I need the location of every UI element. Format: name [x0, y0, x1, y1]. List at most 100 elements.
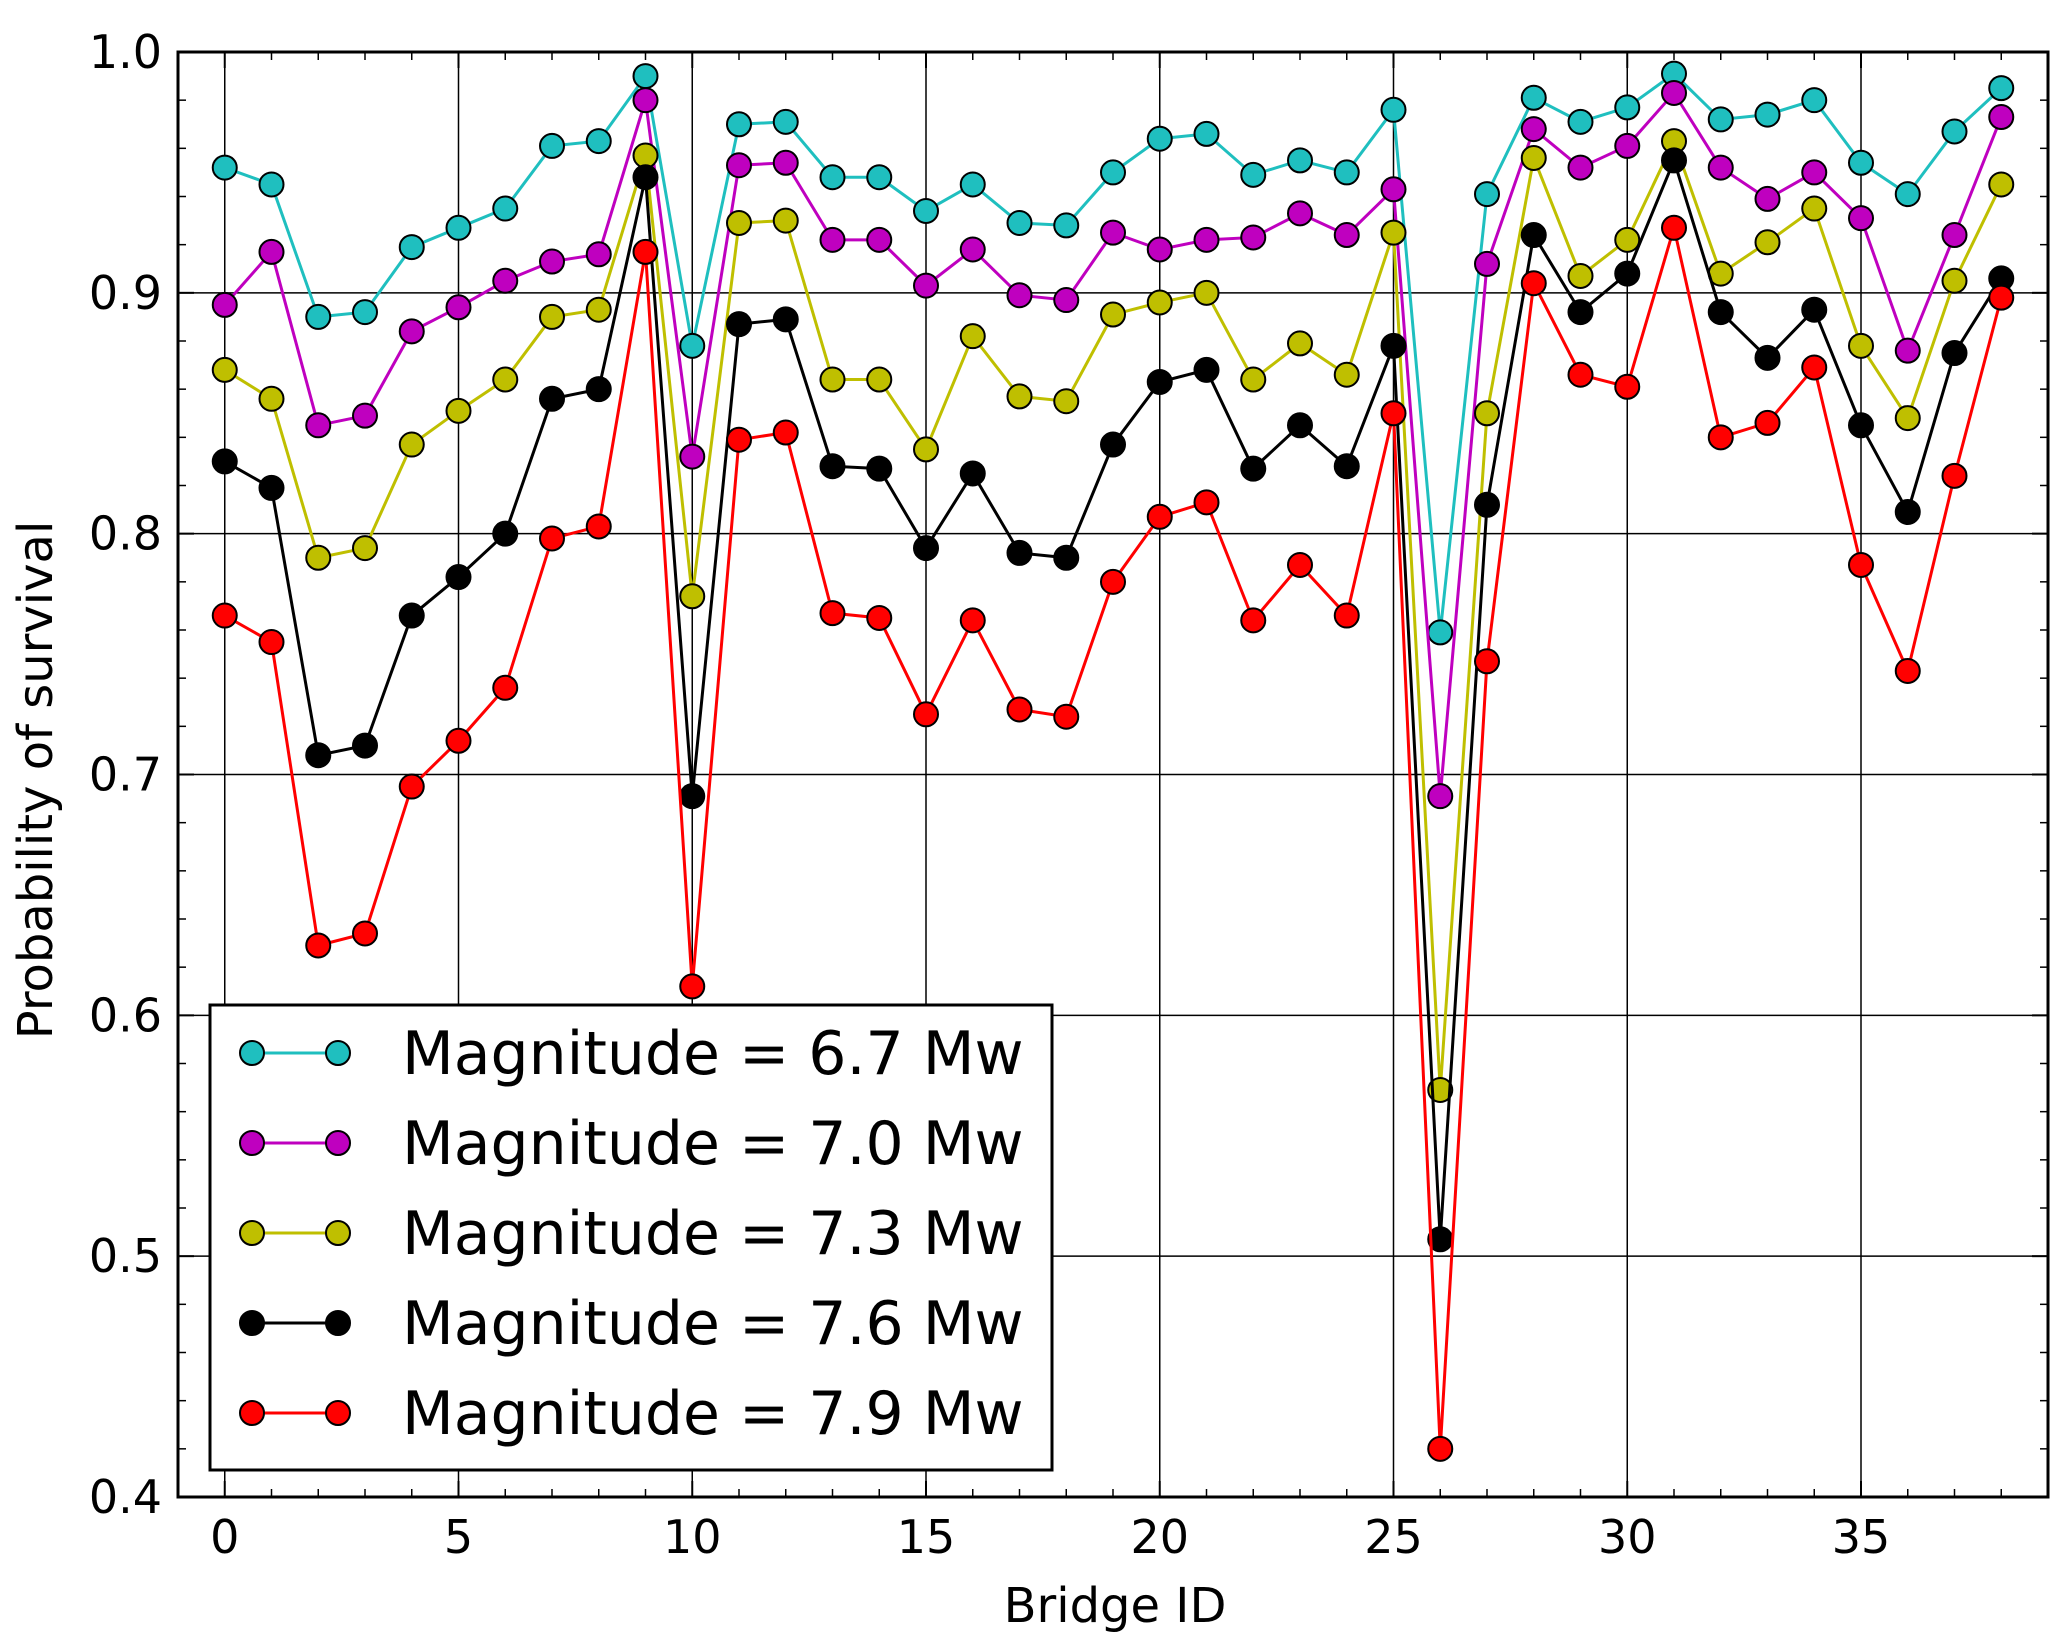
data-point	[492, 195, 519, 222]
data-point	[492, 674, 519, 701]
data-point	[1894, 181, 1921, 208]
data-point	[1193, 279, 1220, 306]
x-tick-label: 30	[1598, 1510, 1657, 1564]
data-point	[1146, 236, 1173, 263]
data-point	[1100, 301, 1126, 328]
data-point	[1520, 222, 1547, 249]
data-point	[305, 303, 332, 330]
data-point	[632, 87, 659, 114]
data-point	[585, 376, 612, 403]
data-point	[211, 356, 238, 383]
data-point	[866, 604, 893, 631]
data-point	[1848, 149, 1874, 176]
data-point	[1380, 219, 1407, 246]
data-point	[866, 366, 893, 393]
data-point	[1006, 383, 1033, 410]
data-point	[1941, 118, 1968, 145]
data-point	[1988, 171, 2015, 198]
legend-marker	[239, 1220, 265, 1246]
legend-marker	[325, 1130, 351, 1156]
data-point	[1801, 159, 1828, 186]
data-point	[1333, 222, 1360, 249]
data-point	[1801, 87, 1828, 114]
data-point	[1006, 696, 1033, 723]
data-point	[445, 294, 472, 321]
data-point	[539, 525, 565, 552]
data-point	[1754, 229, 1781, 256]
data-point	[1894, 405, 1921, 432]
data-point	[772, 419, 799, 446]
data-point	[1240, 607, 1267, 634]
data-point	[258, 385, 285, 412]
data-point	[1240, 224, 1267, 251]
x-axis-label: Bridge ID	[1004, 1578, 1227, 1634]
data-point	[1146, 368, 1173, 395]
data-point	[632, 164, 659, 191]
data-point	[445, 727, 472, 754]
data-point	[1100, 159, 1126, 186]
data-point	[679, 583, 706, 610]
data-point	[959, 460, 986, 487]
data-point	[1754, 185, 1781, 212]
data-point	[1567, 299, 1594, 326]
data-point	[1520, 84, 1547, 111]
data-point	[1380, 96, 1407, 123]
data-point	[1333, 159, 1360, 186]
data-point	[352, 920, 378, 947]
data-point	[726, 311, 752, 338]
legend-marker	[239, 1040, 265, 1066]
data-point	[1100, 431, 1126, 458]
data-point	[258, 171, 285, 198]
data-point	[1146, 289, 1173, 316]
legend-marker	[325, 1040, 351, 1066]
data-point	[1427, 1435, 1454, 1462]
data-point	[1380, 400, 1407, 427]
y-tick-label: 1.0	[89, 25, 162, 79]
data-point	[305, 412, 332, 439]
data-point	[772, 207, 799, 234]
legend-marker	[325, 1400, 351, 1426]
data-point	[1567, 361, 1594, 388]
data-point	[1240, 455, 1267, 482]
data-point	[913, 535, 939, 562]
data-point	[1474, 181, 1500, 208]
data-point	[1941, 462, 1968, 489]
legend-item: Magnitude = 7.0 Mw	[239, 1109, 1024, 1179]
data-point	[352, 535, 378, 562]
data-point	[445, 564, 472, 591]
data-point	[1567, 108, 1594, 135]
data-point	[1707, 154, 1734, 181]
legend-label: Magnitude = 7.3 Mw	[402, 1199, 1024, 1269]
data-point	[539, 303, 565, 330]
data-point	[1006, 282, 1033, 309]
data-point	[1193, 226, 1220, 253]
data-point	[1567, 154, 1594, 181]
data-point	[305, 742, 332, 769]
data-point	[1474, 648, 1500, 675]
data-point	[1380, 176, 1407, 203]
data-point	[1287, 412, 1313, 439]
data-point	[211, 448, 238, 475]
data-point	[352, 402, 378, 429]
data-point	[1520, 270, 1547, 297]
data-point	[1941, 340, 1968, 367]
data-point	[726, 111, 752, 138]
data-point	[1848, 332, 1874, 359]
data-point	[492, 267, 519, 294]
data-point	[913, 701, 939, 728]
data-point	[398, 602, 425, 629]
data-point	[866, 226, 893, 253]
data-point	[211, 154, 238, 181]
data-point	[1240, 161, 1267, 188]
data-point	[772, 149, 799, 176]
data-point	[959, 236, 986, 263]
data-point	[1801, 296, 1828, 323]
data-point	[445, 397, 472, 424]
data-point	[1848, 412, 1874, 439]
y-axis-label: Probability of survival	[8, 521, 64, 1040]
data-point	[305, 932, 332, 959]
data-point	[258, 238, 285, 265]
data-point	[1333, 453, 1360, 480]
